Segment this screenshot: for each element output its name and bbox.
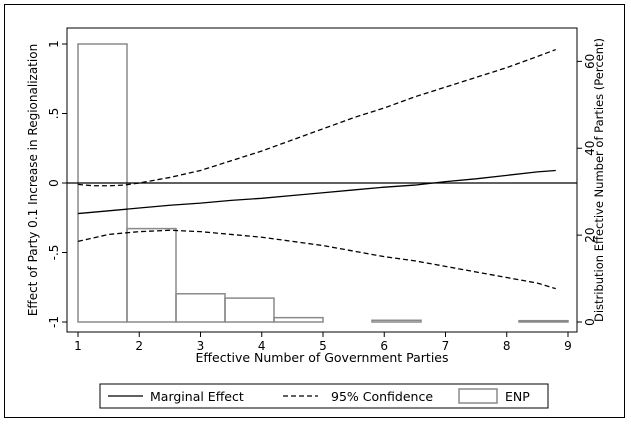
x-tick-label: 3	[197, 339, 205, 353]
x-tick-label: 7	[442, 339, 450, 353]
x-tick-label: 6	[380, 339, 388, 353]
plot-area	[66, 27, 578, 333]
y-left-tick-label: 1	[47, 40, 61, 48]
series-line-2	[77, 48, 556, 187]
y-left-tick-label: -1	[47, 316, 61, 328]
legend-label-95-confidence: 95% Confidence	[331, 389, 433, 404]
x-tick-label: 2	[135, 339, 143, 353]
y-right-axis-label: Distribution Effective Number of Parties…	[592, 38, 606, 322]
histogram-bar-2	[126, 227, 177, 323]
histogram-bar-3	[175, 293, 226, 323]
histogram-bar-10	[518, 319, 569, 323]
x-tick-label: 1	[74, 339, 82, 353]
series-line-1	[77, 169, 556, 215]
series-line-3	[77, 229, 556, 290]
histogram-bar-7	[371, 319, 422, 323]
y-right-tick-label: 40	[583, 141, 597, 156]
y-left-tick-label: 0	[47, 179, 61, 187]
legend-box	[99, 383, 549, 409]
histogram-bar-5	[273, 316, 324, 323]
x-tick-label: 9	[564, 339, 572, 353]
y-left-tick-label: .5	[47, 108, 61, 119]
x-tick-label: 5	[319, 339, 327, 353]
y-right-tick-label: 60	[583, 54, 597, 69]
legend-label-marginal-effect: Marginal Effect	[150, 389, 244, 404]
y-right-tick-label: 20	[583, 227, 597, 242]
histogram-bar-4	[224, 297, 275, 323]
x-tick-label: 4	[258, 339, 266, 353]
legend-marker-enp	[458, 388, 498, 404]
x-axis-label: Effective Number of Government Parties	[196, 350, 449, 365]
y-left-axis-label: Effect of Party 0.1 Increase in Regional…	[26, 44, 40, 316]
y-left-tick-label: -.5	[47, 245, 61, 261]
y-right-tick-label: 0	[583, 318, 597, 326]
legend-label-enp: ENP	[505, 389, 530, 404]
x-tick-label: 8	[503, 339, 511, 353]
